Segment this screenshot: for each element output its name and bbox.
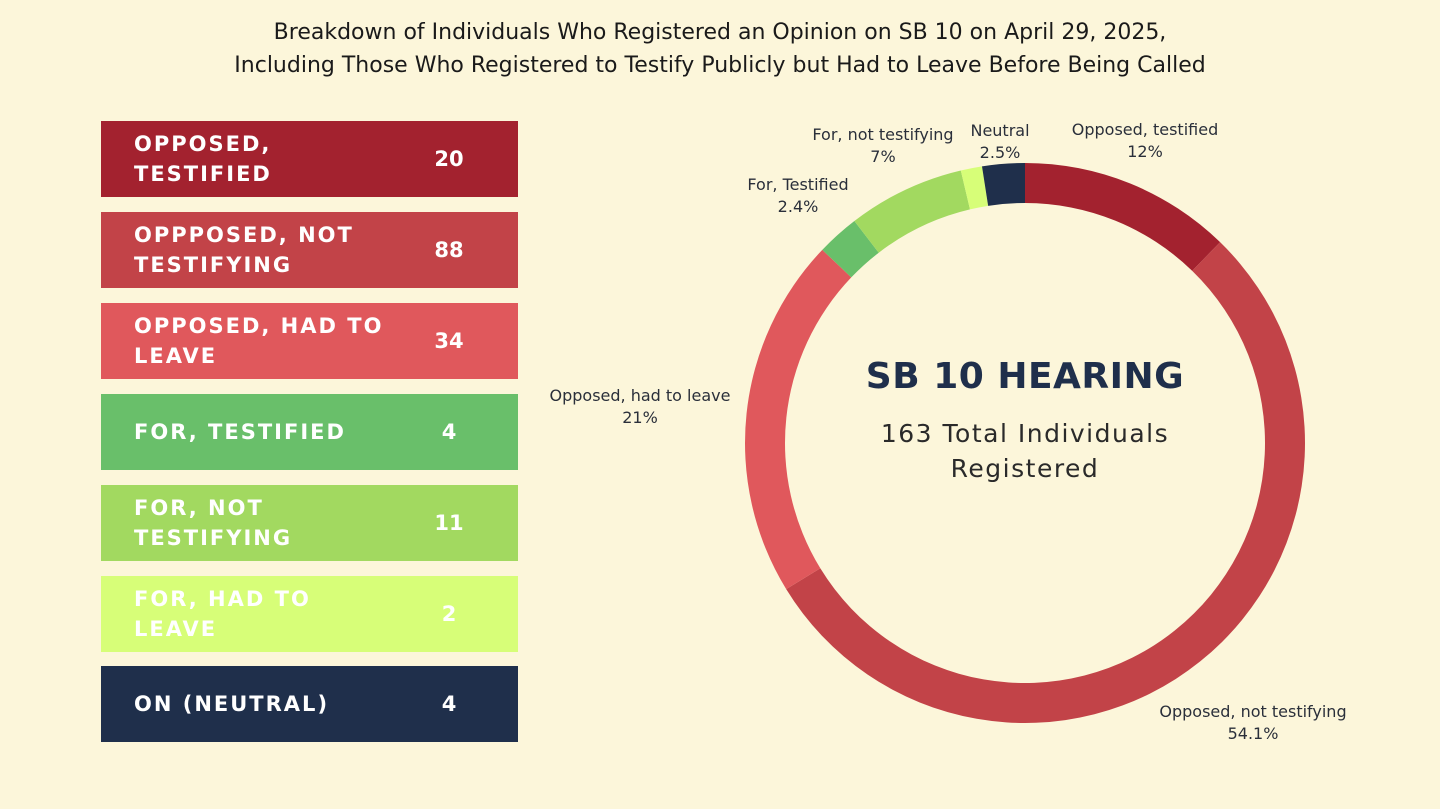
legend-row-opposed-not-testifying: OPPPOSED, NOT TESTIFYING 88 — [101, 212, 518, 288]
chart-title-line-1: Breakdown of Individuals Who Registered … — [273, 20, 1167, 45]
slice-label-percent: 7% — [870, 147, 895, 166]
legend-row-for-had-to-leave: FOR, HAD TO LEAVE 2 — [101, 576, 518, 652]
legend-value: 88 — [434, 238, 464, 262]
legend-value: 20 — [434, 147, 464, 171]
slice-label-name: Opposed, had to leave — [550, 386, 731, 405]
legend-label: FOR, HAD TO LEAVE — [134, 587, 311, 641]
legend-label: OPPOSED, HAD TO LEAVE — [134, 314, 384, 368]
donut-center-subtitle-line-1: 163 Total Individuals — [880, 419, 1170, 448]
donut-center-title: SB 10 HEARING — [865, 356, 1185, 397]
legend-label: ON (NEUTRAL) — [134, 692, 330, 716]
slice-label-name: Opposed, testified — [1072, 120, 1218, 139]
legend-row-opposed-had-to-leave: OPPOSED, HAD TO LEAVE 34 — [101, 303, 518, 379]
slice-label-name: Opposed, not testifying — [1159, 702, 1346, 721]
donut-slice-neutral — [981, 163, 1025, 206]
legend-label: FOR, NOT TESTIFYING — [134, 496, 293, 550]
legend-value: 4 — [441, 420, 457, 444]
legend-value: 11 — [434, 511, 464, 535]
legend-label: OPPOSED, TESTIFIED — [134, 132, 272, 186]
slice-label-percent: 21% — [622, 408, 658, 427]
chart-title: Breakdown of Individuals Who Registered … — [0, 16, 1440, 82]
donut-center-subtitle: 163 Total Individuals Registered — [825, 416, 1225, 486]
legend-row-for-not-testifying: FOR, NOT TESTIFYING 11 — [101, 485, 518, 561]
slice-label-name: For, Testified — [747, 175, 848, 194]
donut-slice-for-had-to-leave — [960, 166, 989, 210]
legend-value: 2 — [441, 602, 457, 626]
slice-label-name: Neutral — [970, 121, 1029, 140]
legend-value: 34 — [434, 329, 464, 353]
chart-title-line-2: Including Those Who Registered to Testif… — [234, 53, 1206, 78]
legend-row-for-testified: FOR, TESTIFIED 4 — [101, 394, 518, 470]
legend-value: 4 — [441, 692, 457, 716]
slice-label-name: For, not testifying — [812, 125, 953, 144]
donut-slice-for-testified — [822, 220, 879, 278]
slice-label-percent: 54.1% — [1228, 724, 1279, 743]
legend-row-opposed-testified: OPPOSED, TESTIFIED 20 — [101, 121, 518, 197]
slice-label-percent: 2.5% — [980, 143, 1021, 162]
donut-slice-opposed-testified — [1025, 163, 1221, 271]
slice-label-percent: 12% — [1127, 142, 1163, 161]
legend-label: FOR, TESTIFIED — [134, 420, 346, 444]
legend-row-neutral: ON (NEUTRAL) 4 — [101, 666, 518, 742]
slice-label-percent: 2.4% — [778, 197, 819, 216]
legend-label: OPPPOSED, NOT TESTIFYING — [134, 223, 354, 277]
donut-slice-opposed-not-testifying — [786, 242, 1305, 723]
donut-slice-opposed-had-to-leave — [745, 249, 852, 590]
donut-slice-for-not-testifying — [854, 170, 970, 253]
donut-center-subtitle-line-2: Registered — [950, 454, 1100, 483]
